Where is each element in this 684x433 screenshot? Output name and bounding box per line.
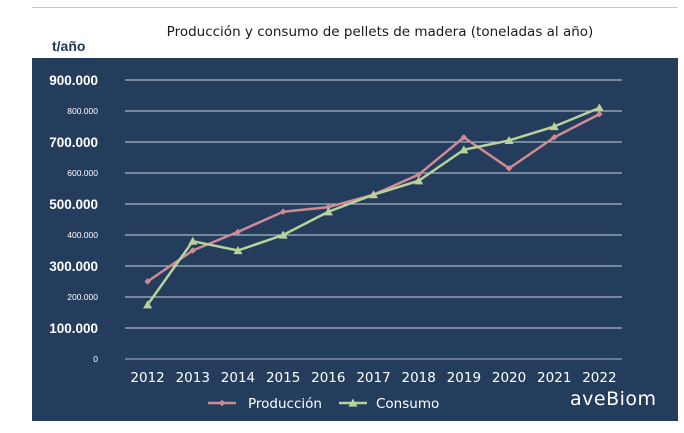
series-markers — [143, 103, 604, 309]
y-tick-label: 100.000 — [49, 321, 98, 336]
x-tick-labels: 2012 2013 2014 2015 2016 2017 2018 2019 2020 2021… — [130, 370, 616, 386]
y-tick-label: 400.000 — [67, 230, 98, 240]
data-point-consumo — [549, 122, 559, 131]
x-tick-label: 2013 — [176, 370, 210, 386]
y-tick-label: 500.000 — [49, 197, 98, 212]
line-chart: 0 100.000 200.000 300.000 400.000 500.000 600.… — [49, 73, 622, 412]
legend-marker — [348, 398, 358, 407]
data-point-consumo — [594, 103, 604, 112]
data-point-producción — [144, 278, 151, 285]
data-point-consumo — [278, 230, 288, 239]
y-tick-label: 300.000 — [49, 259, 98, 274]
data-point-consumo — [414, 176, 424, 185]
y-tick-label: 200.000 — [67, 292, 98, 302]
chart-panel — [32, 58, 678, 421]
data-point-producción — [189, 247, 196, 254]
legend-label: Consumo — [376, 396, 439, 412]
x-tick-label: 2018 — [402, 370, 436, 386]
y-tick-labels: 0 100.000 200.000 300.000 400.000 500.000 600.… — [49, 73, 98, 364]
data-point-producción — [415, 171, 422, 178]
legend: Producción Consumo — [208, 396, 439, 412]
x-tick-label: 2014 — [221, 370, 255, 386]
y-tick-label: 700.000 — [49, 135, 98, 150]
legend-label: Producción — [248, 396, 322, 412]
series-line-consumo — [146, 106, 600, 306]
data-point-producción — [279, 208, 287, 215]
data-point-consumo — [188, 236, 198, 245]
x-tick-label: 2020 — [492, 370, 526, 386]
legend-item: Consumo — [339, 396, 439, 412]
data-point-consumo — [504, 135, 514, 145]
chart-title: Producción y consumo de pellets de mader… — [166, 24, 594, 40]
y-tick-label: 900.000 — [49, 73, 98, 88]
data-point-producción — [325, 203, 332, 211]
data-point-producción — [460, 134, 468, 141]
data-point-consumo — [459, 145, 469, 154]
x-tick-label: 2015 — [266, 370, 300, 386]
data-point-consumo — [369, 190, 378, 199]
x-tick-label: 2021 — [537, 370, 571, 386]
legend-item: Producción — [208, 396, 322, 412]
data-point-producción — [234, 228, 242, 236]
top-rule — [32, 7, 678, 8]
legend-marker — [218, 399, 226, 407]
data-point-producción — [505, 165, 513, 172]
x-tick-label: 2022 — [582, 370, 616, 386]
data-point-producción — [596, 110, 603, 118]
x-tick-label: 2012 — [130, 370, 164, 386]
x-tick-label: 2019 — [447, 370, 481, 386]
data-point-consumo — [323, 207, 333, 216]
y-axis-unit-label: t/año — [52, 38, 86, 54]
data-point-consumo — [143, 300, 153, 309]
gridlines — [125, 79, 622, 360]
series-lines — [146, 106, 600, 306]
y-tick-label: 600.000 — [67, 168, 98, 178]
x-tick-label: 2016 — [311, 370, 345, 386]
y-tick-label: 0 — [93, 354, 98, 364]
x-tick-label: 2017 — [356, 370, 390, 386]
data-point-consumo — [233, 246, 243, 255]
avebiom-logo: aveBiom — [570, 388, 657, 410]
data-point-producción — [551, 134, 558, 141]
y-tick-label: 800.000 — [67, 106, 98, 116]
